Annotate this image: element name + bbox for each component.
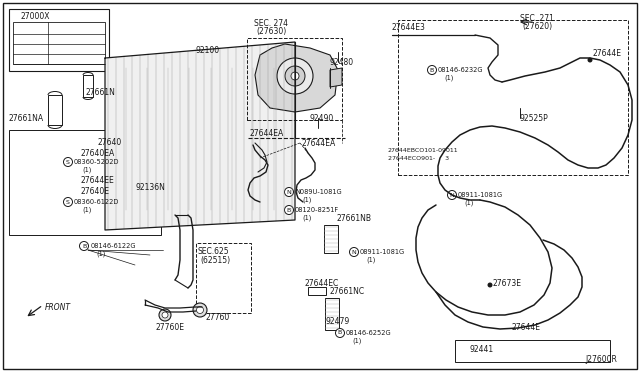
- Text: 92525P: 92525P: [520, 113, 548, 122]
- Bar: [83, 75, 93, 97]
- Circle shape: [196, 307, 204, 314]
- Text: 92441: 92441: [470, 346, 494, 355]
- Text: 27661N: 27661N: [85, 87, 115, 96]
- Text: SEC. 274: SEC. 274: [254, 19, 288, 28]
- Circle shape: [447, 190, 456, 199]
- Circle shape: [488, 282, 493, 288]
- Circle shape: [63, 198, 72, 206]
- Bar: [48, 95, 62, 125]
- Text: 27644EE: 27644EE: [80, 176, 114, 185]
- Text: B: B: [82, 244, 86, 248]
- Text: 08120-8251F: 08120-8251F: [295, 207, 339, 213]
- Text: B: B: [430, 67, 434, 73]
- Text: N: N: [351, 250, 356, 254]
- Circle shape: [285, 187, 294, 196]
- Text: N: N: [450, 192, 454, 198]
- Text: 27644EA: 27644EA: [250, 128, 284, 138]
- Text: 08146-6252G: 08146-6252G: [346, 330, 392, 336]
- Text: (1): (1): [96, 251, 106, 257]
- Bar: [324, 225, 338, 253]
- Text: 27000X: 27000X: [20, 12, 49, 20]
- Text: B: B: [287, 208, 291, 212]
- Bar: [9, 130, 161, 235]
- Text: 27640EA: 27640EA: [80, 148, 115, 157]
- Bar: [308, 287, 326, 295]
- Bar: [196, 243, 251, 313]
- Text: 27760: 27760: [205, 314, 229, 323]
- Text: (1): (1): [464, 200, 474, 206]
- Text: (1): (1): [352, 338, 362, 344]
- Text: 27760E: 27760E: [155, 324, 184, 333]
- Circle shape: [162, 312, 168, 318]
- Text: 27644E: 27644E: [593, 48, 622, 58]
- Text: 08146-6122G: 08146-6122G: [91, 243, 136, 249]
- Text: 08360-6122D: 08360-6122D: [74, 199, 120, 205]
- Text: 27644EC: 27644EC: [305, 279, 339, 288]
- Circle shape: [428, 65, 436, 74]
- Text: 08911-1081G: 08911-1081G: [360, 249, 405, 255]
- Circle shape: [335, 328, 344, 337]
- Text: 92479: 92479: [326, 317, 350, 327]
- Circle shape: [63, 157, 72, 167]
- Text: B: B: [338, 330, 342, 336]
- Circle shape: [285, 205, 294, 215]
- Text: 27644EA: 27644EA: [302, 138, 336, 148]
- Text: J27600R: J27600R: [585, 356, 617, 365]
- Circle shape: [285, 66, 305, 86]
- Circle shape: [277, 58, 313, 94]
- Polygon shape: [105, 42, 295, 230]
- Text: 27661NC: 27661NC: [330, 288, 365, 296]
- Text: 92490: 92490: [310, 113, 334, 122]
- Text: 08360-5202D: 08360-5202D: [74, 159, 120, 165]
- Text: 08911-1081G: 08911-1081G: [458, 192, 503, 198]
- Circle shape: [588, 58, 593, 62]
- Text: SEC. 271: SEC. 271: [520, 13, 554, 22]
- Text: (1): (1): [444, 75, 453, 81]
- Circle shape: [159, 309, 171, 321]
- Bar: [9, 9, 109, 71]
- Text: 92480: 92480: [330, 58, 354, 67]
- Text: 08146-6232G: 08146-6232G: [438, 67, 483, 73]
- Polygon shape: [330, 68, 342, 87]
- Text: 92100: 92100: [195, 45, 219, 55]
- Text: 27661NA: 27661NA: [8, 113, 43, 122]
- Bar: [325, 298, 339, 330]
- Text: (1): (1): [82, 207, 92, 213]
- Text: 27644ECO901-     3: 27644ECO901- 3: [388, 155, 449, 160]
- Text: (1): (1): [82, 167, 92, 173]
- Text: (1): (1): [302, 215, 312, 221]
- Text: (1): (1): [366, 257, 376, 263]
- Text: (27620): (27620): [522, 22, 552, 31]
- Text: S: S: [66, 199, 70, 205]
- Bar: [13, 22, 105, 64]
- Text: N089U-1081G: N089U-1081G: [295, 189, 342, 195]
- Circle shape: [349, 247, 358, 257]
- Circle shape: [79, 241, 88, 250]
- Text: (27630): (27630): [256, 26, 286, 35]
- Text: SEC.625: SEC.625: [198, 247, 230, 257]
- Text: (62515): (62515): [200, 256, 230, 264]
- Text: 27644E: 27644E: [512, 324, 541, 333]
- Text: 27644E3: 27644E3: [392, 22, 426, 32]
- Text: S: S: [66, 160, 70, 164]
- Polygon shape: [255, 44, 338, 112]
- Circle shape: [291, 72, 299, 80]
- Text: 27640: 27640: [97, 138, 121, 147]
- Text: N: N: [287, 189, 291, 195]
- Text: FRONT: FRONT: [45, 302, 71, 311]
- Text: 27640E: 27640E: [80, 186, 109, 196]
- Text: 27661NB: 27661NB: [337, 214, 372, 222]
- Text: (1): (1): [302, 197, 312, 203]
- Text: 92136N: 92136N: [136, 183, 166, 192]
- Bar: [247, 38, 342, 120]
- Text: 27644EBCO101-09011: 27644EBCO101-09011: [388, 148, 459, 153]
- Circle shape: [193, 303, 207, 317]
- Bar: [455, 340, 610, 362]
- Bar: [398, 20, 628, 175]
- Text: 27673E: 27673E: [493, 279, 522, 288]
